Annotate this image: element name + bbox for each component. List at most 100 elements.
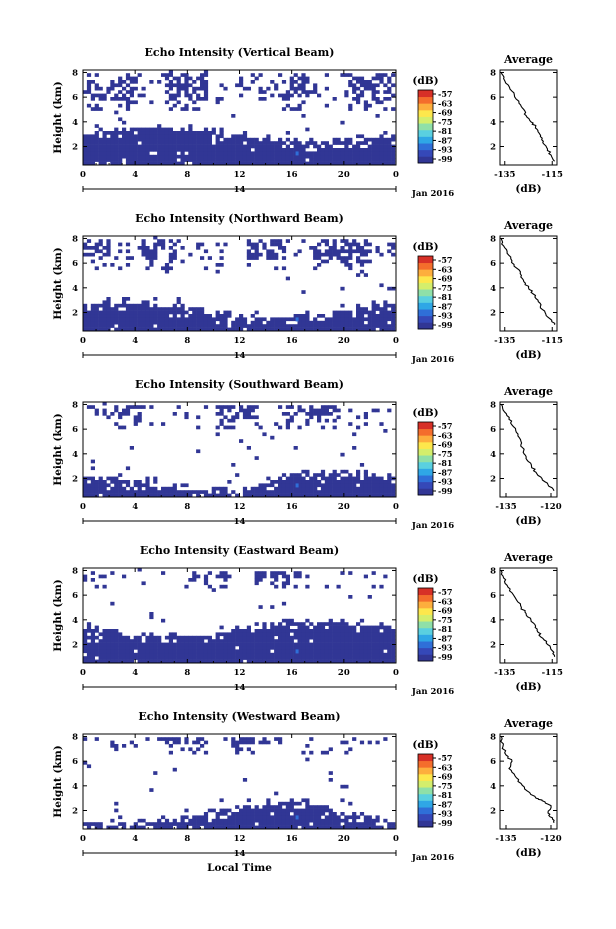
heatmap-cell: [239, 649, 244, 654]
y-axis-label: Height (km): [52, 247, 64, 319]
heatmap-cell: [235, 815, 240, 820]
heatmap-cell: [211, 646, 216, 650]
heatmap-cell: [262, 622, 267, 626]
heatmap-cell: [371, 303, 376, 308]
heatmap-cell: [200, 141, 205, 145]
heatmap-cell: [383, 327, 388, 332]
heatmap-cell: [309, 622, 314, 626]
date-label: Jan 2016: [411, 189, 454, 199]
heatmap-cell: [180, 635, 185, 640]
heatmap-cell: [254, 646, 259, 650]
heatmap-cell: [141, 818, 146, 823]
heatmap-cell: [153, 303, 158, 308]
heatmap-cell: [176, 649, 181, 654]
heatmap-cell: [153, 161, 158, 166]
heatmap-cell: [348, 422, 353, 426]
heatmap-cell: [83, 314, 88, 318]
heatmap-cell: [375, 818, 380, 823]
heatmap-cell: [375, 490, 380, 494]
heatmap-cell: [320, 812, 326, 816]
heatmap-cell: [293, 480, 298, 484]
heatmap-cell: [149, 649, 154, 654]
heatmap-cell: [363, 161, 368, 166]
heatmap-cell: [375, 825, 380, 830]
heatmap-cell: [324, 86, 329, 91]
x-tick-label: 8: [184, 834, 190, 844]
heatmap-cell: [301, 818, 306, 823]
heatmap-cell: [305, 639, 310, 643]
heatmap-cell: [203, 652, 209, 657]
heatmap-cell: [278, 324, 283, 328]
heatmap-cell: [90, 154, 95, 159]
heatmap-cell: [332, 635, 337, 640]
heatmap-cell: [172, 652, 177, 657]
heatmap-cell: [125, 466, 131, 471]
heatmap-cell: [301, 750, 306, 755]
colorbar-tick-label: -69: [438, 772, 453, 782]
heatmap-cell: [184, 141, 189, 145]
heatmap-cell: [242, 822, 248, 826]
heatmap-cell: [168, 493, 173, 498]
heatmap-cell: [196, 242, 201, 247]
heatmap-cell: [332, 154, 337, 159]
heatmap-cell: [129, 158, 134, 162]
heatmap-cell: [242, 415, 248, 420]
heatmap-cell: [305, 818, 310, 823]
heatmap-cell: [90, 307, 95, 311]
heatmap-cell: [215, 822, 220, 826]
date-tick-label: 14: [234, 683, 246, 693]
heatmap-cell: [262, 246, 267, 250]
heatmap-cell: [110, 151, 115, 156]
heatmap-cell: [383, 310, 388, 315]
heatmap-cell: [172, 131, 177, 135]
heatmap-cell: [367, 649, 372, 654]
heatmap-cell: [188, 307, 193, 311]
heatmap-cell: [133, 324, 138, 328]
heatmap-cell: [172, 317, 177, 322]
heatmap-cell: [161, 486, 166, 491]
heatmap-cell: [161, 317, 166, 322]
heatmap-cell: [125, 327, 131, 332]
heatmap-cell: [176, 100, 181, 105]
heatmap-cell: [223, 486, 228, 491]
heatmap-cell: [125, 320, 131, 325]
heatmap-cell: [98, 144, 103, 149]
heatmap-cell: [188, 635, 193, 640]
heatmap-cell: [211, 144, 216, 149]
heatmap-cell: [196, 317, 201, 322]
heatmap-cell: [379, 422, 384, 426]
heatmap-cell: [211, 317, 216, 322]
heatmap-cell: [110, 412, 115, 416]
heatmap-cell: [129, 93, 134, 98]
heatmap-cell: [274, 815, 279, 820]
heatmap-cell: [274, 646, 279, 650]
heatmap-cell: [367, 486, 372, 491]
heatmap-cell: [262, 324, 267, 328]
heatmap-cell: [184, 493, 189, 498]
heatmap-cell: [367, 483, 372, 488]
heatmap-cell: [94, 486, 99, 491]
heatmap-cell: [94, 158, 99, 162]
heatmap-cell: [94, 320, 99, 325]
heatmap-cell: [352, 161, 357, 166]
heatmap-cell: [293, 141, 298, 145]
heatmap-cell: [332, 632, 337, 637]
heatmap-cell: [211, 320, 216, 325]
heatmap-cell: [102, 151, 107, 156]
heatmap-cell: [196, 97, 201, 101]
heatmap-cell: [125, 314, 131, 318]
heatmap-cell: [176, 327, 181, 332]
heatmap-cell: [153, 493, 158, 498]
heatmap-cell: [86, 161, 92, 166]
heatmap-cell: [86, 252, 92, 257]
heatmap-cell: [106, 317, 111, 322]
heatmap-cell: [94, 131, 99, 135]
heatmap-cell: [297, 649, 302, 654]
heatmap-cell: [305, 486, 310, 491]
heatmap-cell: [379, 642, 384, 647]
heatmap-cell: [141, 642, 146, 647]
heatmap-cell: [98, 480, 103, 484]
heatmap-cell: [297, 642, 302, 647]
heatmap-cell: [352, 632, 357, 637]
heatmap-cell: [168, 646, 173, 650]
